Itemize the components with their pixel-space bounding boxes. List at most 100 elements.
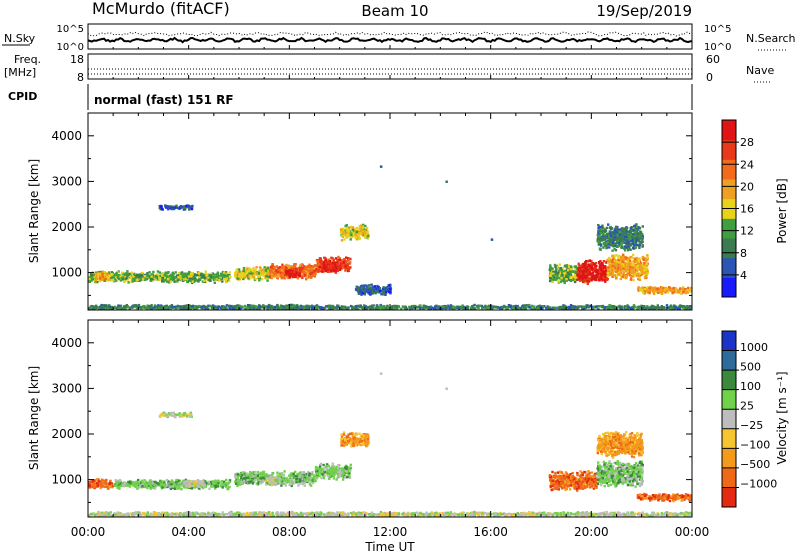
power-cell	[188, 277, 192, 280]
power-cell	[382, 287, 385, 291]
power-cell	[349, 261, 352, 264]
power-cell	[177, 277, 180, 280]
power-cell	[601, 262, 604, 265]
power-cell	[639, 241, 642, 244]
power-cell	[610, 227, 614, 230]
power-cell	[146, 277, 149, 280]
power-cell	[384, 288, 387, 292]
power-cell	[519, 307, 522, 310]
power-cell	[158, 206, 161, 209]
power-cell	[507, 304, 511, 307]
power-cell	[96, 276, 99, 279]
power-cell	[315, 307, 318, 310]
power-cell	[503, 304, 506, 308]
power-cell	[341, 231, 344, 234]
power-cell	[415, 305, 419, 309]
power-cell	[299, 307, 302, 310]
power-cell	[689, 305, 692, 308]
power-cell	[583, 264, 586, 267]
power-cell	[90, 279, 93, 282]
power-cell	[103, 271, 106, 274]
power-cell	[137, 303, 141, 307]
power-cell	[248, 267, 251, 270]
power-cell	[184, 277, 187, 281]
power-cell	[228, 306, 231, 309]
power-cell	[310, 276, 313, 279]
power-cell	[637, 260, 640, 263]
power-cell	[646, 305, 649, 308]
power-cell	[328, 305, 332, 308]
power-cell	[259, 273, 262, 277]
power-cell	[617, 265, 620, 268]
power-cell	[269, 275, 272, 278]
power-cell	[397, 305, 401, 309]
power-cell	[578, 277, 582, 280]
power-cell	[614, 242, 617, 246]
power-cell	[218, 278, 221, 282]
power-cell	[266, 268, 269, 271]
power-cell	[548, 306, 552, 309]
power-cell	[172, 276, 175, 279]
power-cell	[111, 279, 114, 282]
power-cell	[556, 275, 559, 278]
power-cell	[334, 271, 338, 274]
power-cell	[173, 280, 176, 283]
power-cell	[356, 289, 359, 292]
power-cell	[357, 228, 361, 231]
power-cell	[669, 305, 672, 308]
power-cell	[219, 306, 223, 310]
power-cell	[309, 272, 312, 276]
power-cell	[374, 292, 377, 295]
power-cell	[346, 235, 349, 238]
power-cell	[627, 240, 631, 243]
power-cell	[361, 306, 365, 309]
power-cell	[562, 272, 566, 275]
power-cell	[619, 258, 622, 262]
power-scatter	[88, 165, 693, 311]
power-cell	[679, 291, 682, 294]
power-cell	[127, 281, 130, 284]
power-cell	[576, 271, 579, 274]
power-cell	[605, 237, 608, 240]
power-cell	[409, 307, 412, 310]
power-cell	[576, 267, 579, 271]
power-cell	[293, 304, 296, 307]
power-cell	[635, 260, 638, 263]
power-cell	[376, 288, 379, 291]
power-cell	[244, 276, 247, 279]
power-cell	[164, 278, 168, 282]
power-cell	[247, 269, 251, 273]
power-cell	[682, 306, 685, 309]
power-cell	[239, 271, 243, 274]
power-cell	[636, 273, 640, 276]
power-cell	[191, 277, 194, 281]
power-cell	[244, 304, 247, 308]
power-cell	[441, 306, 444, 310]
power-cell	[607, 260, 611, 264]
power-cell	[633, 273, 636, 276]
power-cell	[340, 239, 344, 242]
power-cell	[233, 305, 236, 308]
power-cell	[588, 270, 591, 273]
power-cell	[630, 229, 633, 232]
power-cell	[621, 233, 625, 236]
power-cell	[126, 305, 130, 309]
power-cell	[569, 265, 573, 268]
power-cell	[293, 263, 296, 266]
power-cell	[567, 276, 570, 280]
power-cell	[595, 274, 599, 278]
power-cell	[186, 307, 189, 311]
power-cell	[389, 283, 392, 287]
power-cell	[172, 273, 175, 276]
power-cell	[607, 232, 610, 235]
freq-label: Freq.	[14, 53, 41, 66]
power-cell	[235, 268, 238, 271]
power-cell	[351, 307, 354, 310]
power-cell	[186, 280, 189, 283]
power-cell	[346, 233, 349, 236]
power-cell	[669, 289, 673, 293]
power-cell	[671, 306, 674, 309]
power-cell	[91, 305, 95, 308]
power-cell	[619, 235, 622, 238]
power-cell	[433, 305, 437, 308]
